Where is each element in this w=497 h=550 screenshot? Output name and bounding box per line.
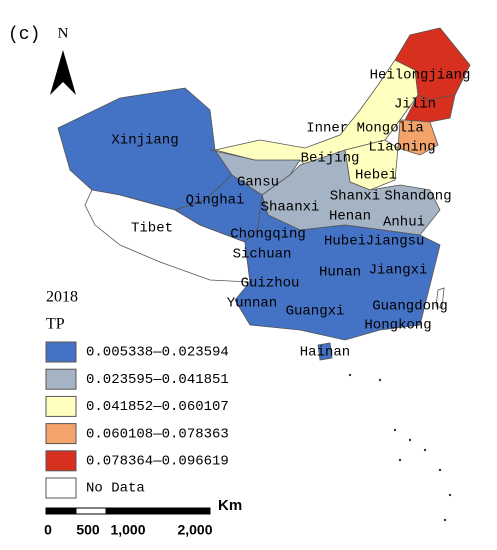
- island: [348, 373, 352, 377]
- island: [448, 493, 452, 497]
- province-label: Heilongjiang: [370, 68, 471, 84]
- region: [317, 342, 333, 361]
- province-label: Gansu: [237, 175, 279, 191]
- province-label: Inner Mongolia: [306, 121, 424, 137]
- scale-bar: [105, 507, 137, 515]
- region: [435, 287, 445, 309]
- scale-unit: Km: [218, 497, 242, 514]
- island: [438, 468, 442, 472]
- province-label: Jilin: [394, 97, 436, 113]
- province-label: Hainan: [300, 345, 350, 361]
- scale-bar: [45, 507, 77, 515]
- legend-swatch: [45, 395, 77, 417]
- province-label: Anhui: [383, 215, 425, 231]
- province-label: Shandong: [384, 189, 451, 205]
- scale-label: 500: [76, 522, 100, 538]
- legend-label: 0.078364—0.096619: [86, 454, 229, 470]
- scale-label: 0: [44, 522, 52, 538]
- island: [408, 438, 412, 442]
- province-label: Jiangsu: [366, 234, 425, 250]
- legend-swatch: [45, 368, 77, 390]
- province-label: Hongkong: [364, 318, 431, 334]
- scale-bar: [75, 507, 107, 515]
- island: [443, 518, 447, 522]
- scale-label: 2,000: [177, 522, 212, 538]
- province-label: Liaoning: [368, 140, 435, 156]
- legend-swatch: [45, 423, 77, 445]
- scale-label: 1,000: [110, 522, 145, 538]
- legend-label: 0.005338—0.023594: [86, 345, 229, 361]
- province-label: Qinghai: [186, 193, 245, 209]
- province-label: Xinjiang: [111, 133, 178, 149]
- province-label: Shanxi: [330, 189, 380, 205]
- province-label: Hunan: [319, 265, 361, 281]
- legend-label: 0.041852—0.060107: [86, 399, 229, 415]
- province-label: Chongqing: [230, 227, 306, 243]
- province-label: Sichuan: [233, 247, 292, 263]
- region: [84, 189, 251, 283]
- island: [423, 448, 427, 452]
- island: [378, 378, 382, 382]
- province-label: Shaanxi: [261, 200, 320, 216]
- island: [398, 458, 402, 462]
- region: [57, 87, 233, 211]
- province-label: Beijing: [301, 151, 360, 167]
- panel-label: (c): [8, 25, 40, 45]
- province-label: Jiangxi: [369, 263, 428, 279]
- province-label: Hubei: [324, 234, 366, 250]
- legend-swatch: [45, 477, 77, 499]
- province-label: Tibet: [131, 221, 173, 237]
- north-arrow: [50, 50, 76, 95]
- legend-label: 0.060108—0.078363: [86, 426, 229, 442]
- province-label: Yunnan: [227, 296, 277, 312]
- province-label: Hebei: [355, 168, 397, 184]
- region: [234, 194, 441, 341]
- legend-title: TP: [46, 316, 65, 333]
- legend-swatch: [45, 450, 77, 472]
- north-label: N: [58, 25, 69, 41]
- island: [393, 428, 397, 432]
- legend-year: 2018: [46, 289, 78, 306]
- legend-swatch: [45, 341, 77, 363]
- province-label: Guangxi: [286, 304, 345, 320]
- province-label: Henan: [329, 209, 371, 225]
- legend-label: 0.023595—0.041851: [86, 372, 229, 388]
- scale-bar: [135, 507, 211, 515]
- province-label: Guizhou: [241, 276, 300, 292]
- province-label: Guangdong: [372, 299, 448, 315]
- legend-label: No Data: [86, 481, 145, 497]
